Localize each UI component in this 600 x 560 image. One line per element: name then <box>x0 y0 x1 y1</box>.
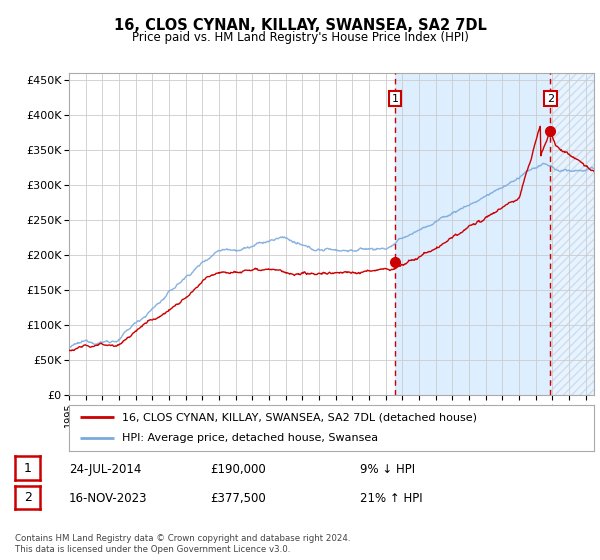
Text: Price paid vs. HM Land Registry's House Price Index (HPI): Price paid vs. HM Land Registry's House … <box>131 31 469 44</box>
Text: 21% ↑ HPI: 21% ↑ HPI <box>360 492 422 506</box>
Text: HPI: Average price, detached house, Swansea: HPI: Average price, detached house, Swan… <box>121 433 377 444</box>
Text: 16, CLOS CYNAN, KILLAY, SWANSEA, SA2 7DL (detached house): 16, CLOS CYNAN, KILLAY, SWANSEA, SA2 7DL… <box>121 412 476 422</box>
Text: 2: 2 <box>23 491 32 504</box>
Text: Contains HM Land Registry data © Crown copyright and database right 2024.
This d: Contains HM Land Registry data © Crown c… <box>15 534 350 554</box>
Bar <box>550 73 594 395</box>
Bar <box>395 73 550 395</box>
Text: 1: 1 <box>391 94 398 104</box>
Text: 24-JUL-2014: 24-JUL-2014 <box>69 463 142 477</box>
Text: 9% ↓ HPI: 9% ↓ HPI <box>360 463 415 477</box>
Text: 2: 2 <box>547 94 554 104</box>
Text: £190,000: £190,000 <box>210 463 266 477</box>
Bar <box>550 73 594 395</box>
Text: £377,500: £377,500 <box>210 492 266 506</box>
Text: 16-NOV-2023: 16-NOV-2023 <box>69 492 148 506</box>
Text: 16, CLOS CYNAN, KILLAY, SWANSEA, SA2 7DL: 16, CLOS CYNAN, KILLAY, SWANSEA, SA2 7DL <box>113 18 487 33</box>
Text: 1: 1 <box>23 461 32 475</box>
